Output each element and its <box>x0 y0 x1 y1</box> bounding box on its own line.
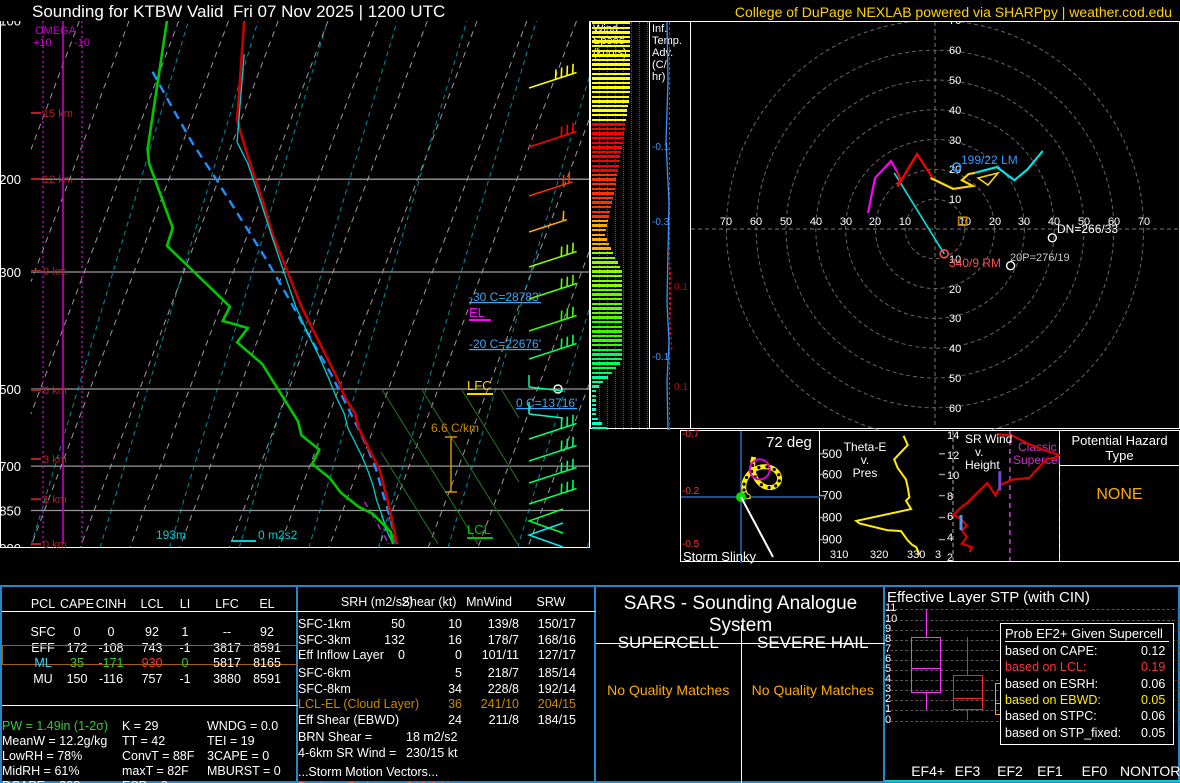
svg-text:3 km: 3 km <box>43 454 67 466</box>
svg-text:20: 20 <box>949 284 961 296</box>
svg-text:500: 500 <box>1 382 21 397</box>
svg-text:15 km: 15 km <box>43 108 73 120</box>
svg-text:30: 30 <box>840 216 852 228</box>
svg-text:SR Wind: SR Wind <box>965 432 1012 446</box>
svg-text:Theta-E: Theta-E <box>844 440 887 454</box>
svg-text:14: 14 <box>947 431 959 442</box>
svg-text:199/22 LM: 199/22 LM <box>961 153 1018 167</box>
svg-text:12 km: 12 km <box>43 174 73 186</box>
svg-text:LCL: LCL <box>467 522 491 537</box>
svg-text:70: 70 <box>1138 216 1150 228</box>
svg-text:EL: EL <box>469 305 485 320</box>
svg-text:700: 700 <box>1 459 21 474</box>
svg-text:0 C=13716': 0 C=13716' <box>516 396 577 410</box>
svg-text:60: 60 <box>949 45 961 57</box>
svg-text:60: 60 <box>949 403 961 415</box>
svg-text:10: 10 <box>949 194 961 206</box>
svg-text:Height: Height <box>965 458 1000 472</box>
svg-text:1 km: 1 km <box>43 494 67 506</box>
svg-text:-30 C=28783': -30 C=28783' <box>469 290 541 304</box>
svg-text:340/9 RM: 340/9 RM <box>949 256 1001 270</box>
svg-text:v.: v. <box>975 445 983 459</box>
svg-text:1000: 1000 <box>1 541 21 548</box>
svg-text:300: 300 <box>1 265 21 280</box>
svg-text:72 deg: 72 deg <box>766 434 812 451</box>
svg-text:100: 100 <box>1 21 21 28</box>
svg-text:20P=276/19: 20P=276/19 <box>1010 252 1070 264</box>
svg-text:OMEGA: OMEGA <box>35 25 77 37</box>
svg-text:12: 12 <box>947 450 959 462</box>
svg-text:6.6 C/km: 6.6 C/km <box>431 421 479 435</box>
svg-text:-20 C=22676': -20 C=22676' <box>469 337 541 351</box>
svg-text:+10: +10 <box>33 37 52 49</box>
svg-text:200: 200 <box>1 172 21 187</box>
svg-text:-10: -10 <box>74 37 90 49</box>
svg-text:40: 40 <box>949 343 961 355</box>
svg-text:50: 50 <box>949 75 961 87</box>
svg-text:0 km: 0 km <box>43 539 67 548</box>
svg-text:70: 70 <box>949 22 961 27</box>
svg-text:10: 10 <box>947 470 959 482</box>
svg-text:9 km: 9 km <box>43 266 67 278</box>
svg-text:20: 20 <box>869 216 881 228</box>
svg-text:v.: v. <box>861 453 869 467</box>
svg-text:20: 20 <box>989 216 1001 228</box>
svg-text:850: 850 <box>1 504 21 519</box>
svg-text:50: 50 <box>949 373 961 385</box>
svg-text:193m: 193m <box>156 528 186 542</box>
svg-text:50: 50 <box>780 216 792 228</box>
svg-text:6 km: 6 km <box>43 385 67 397</box>
svg-text:30: 30 <box>949 135 961 147</box>
svg-text:330: 330 <box>907 549 925 561</box>
svg-text:320: 320 <box>870 549 888 561</box>
svg-text:70: 70 <box>720 216 732 228</box>
svg-text:2: 2 <box>947 552 953 563</box>
svg-text:Supercell: Supercell <box>1013 453 1060 467</box>
svg-text:3: 3 <box>935 549 941 561</box>
svg-text:4: 4 <box>947 532 953 544</box>
svg-text:40: 40 <box>810 216 822 228</box>
svg-text:0 m2s2: 0 m2s2 <box>258 528 298 542</box>
svg-text:310: 310 <box>830 549 848 561</box>
svg-text:Pres: Pres <box>853 466 878 480</box>
svg-text:30: 30 <box>949 313 961 325</box>
svg-text:8: 8 <box>947 491 953 503</box>
svg-text:60: 60 <box>750 216 762 228</box>
svg-text:6: 6 <box>947 511 953 523</box>
svg-text:LFC: LFC <box>467 378 492 393</box>
svg-text:30: 30 <box>1018 216 1030 228</box>
svg-text:10: 10 <box>899 216 911 228</box>
svg-text:40: 40 <box>949 105 961 117</box>
svg-text:DN=266/33: DN=266/33 <box>1057 222 1118 236</box>
